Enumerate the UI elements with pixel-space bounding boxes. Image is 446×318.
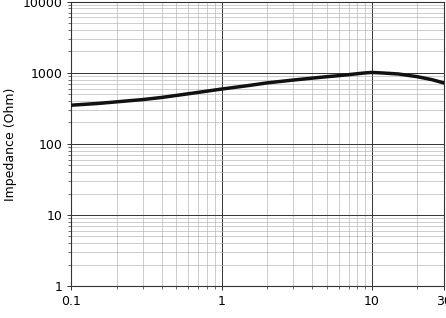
Y-axis label: Impedance (Ohm): Impedance (Ohm)	[4, 87, 17, 201]
